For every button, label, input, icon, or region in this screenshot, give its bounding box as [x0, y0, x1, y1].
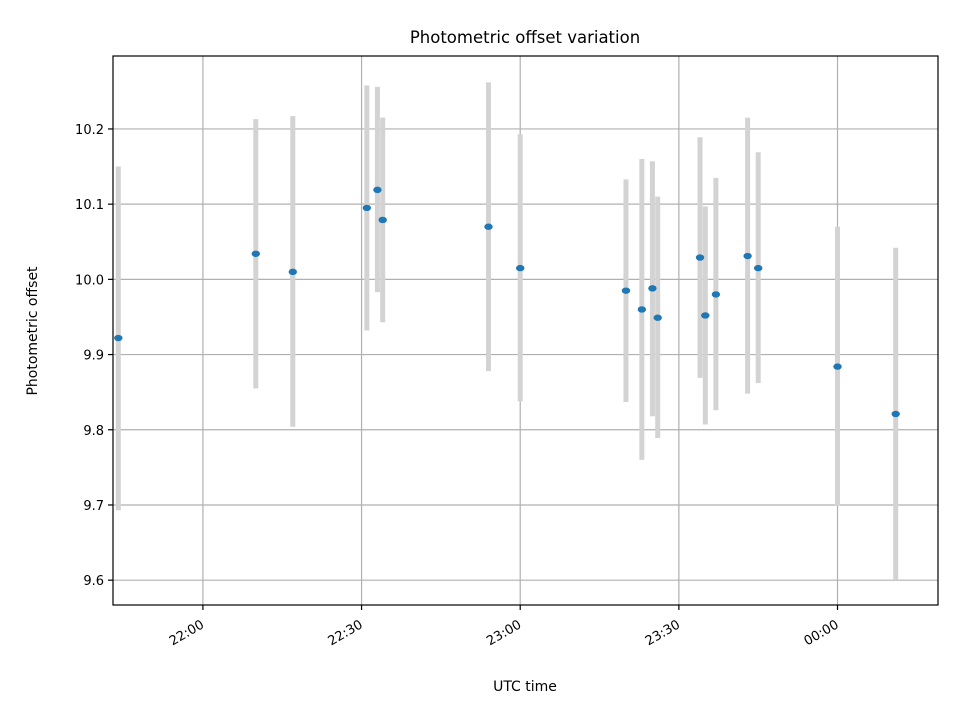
data-point: [695, 254, 705, 261]
chart-title: Photometric offset variation: [410, 28, 640, 47]
y-tick-label: 9.7: [83, 499, 104, 514]
data-point: [637, 306, 647, 313]
data-point: [891, 410, 900, 418]
y-tick-label: 10.2: [75, 123, 104, 138]
data-point: [251, 250, 260, 257]
data-point: [753, 264, 763, 272]
plot-frame: [112, 55, 939, 606]
data-point: [711, 291, 721, 298]
data-point: [701, 312, 710, 319]
x-axis-label: UTC time: [493, 679, 557, 695]
y-axis-ticks: 9.6 9.7 9.8 9.9 10.0 10.1 10.2: [75, 123, 113, 589]
y-tick-label: 10.0: [75, 273, 104, 288]
data-point: [114, 334, 123, 342]
data-point: [621, 287, 631, 294]
y-axis-label: Photometric offset: [25, 266, 41, 396]
data-points: [114, 186, 900, 418]
y-tick-label: 9.9: [83, 349, 104, 364]
y-tick-label: 9.6: [83, 574, 104, 589]
data-point: [288, 268, 298, 276]
data-point: [516, 264, 525, 272]
data-point: [362, 204, 372, 212]
data-point: [648, 285, 657, 292]
data-point: [484, 223, 493, 230]
data-point: [743, 252, 752, 260]
y-tick-label: 10.1: [75, 198, 104, 213]
data-point: [833, 363, 842, 370]
data-point: [373, 186, 382, 194]
data-point: [378, 216, 387, 224]
y-tick-label: 9.8: [83, 424, 104, 439]
data-point: [653, 314, 662, 321]
